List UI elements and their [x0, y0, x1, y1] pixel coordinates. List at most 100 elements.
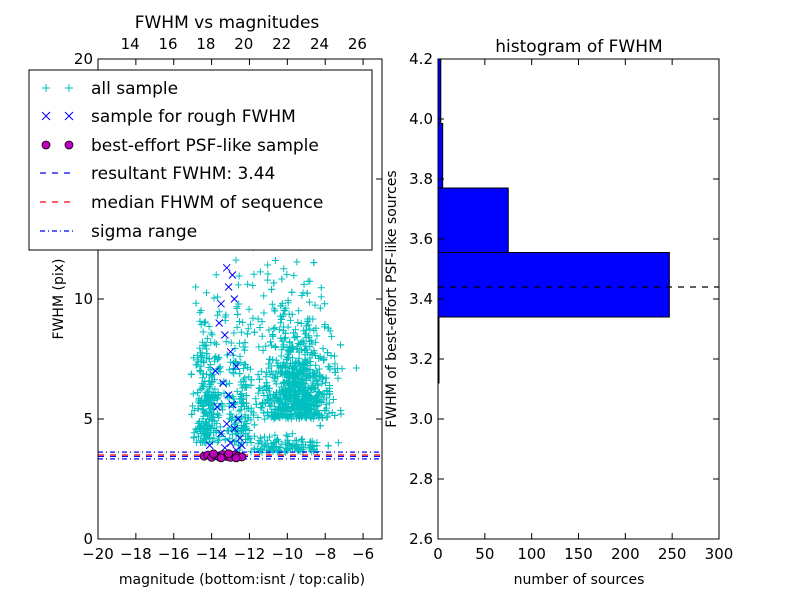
point-all-sample: [272, 380, 280, 388]
y-tick-label: 0: [83, 530, 93, 548]
point-all-sample: [304, 394, 312, 402]
y-tick-label: 3.2: [409, 350, 433, 368]
point-rough-fwhm: [228, 271, 237, 279]
point-all-sample: [312, 376, 320, 384]
point-all-sample: [255, 437, 263, 445]
top-x-tick-label: 20: [234, 35, 253, 53]
point-all-sample: [208, 331, 216, 339]
point-all-sample: [239, 399, 247, 407]
point-all-sample: [281, 329, 289, 337]
point-all-sample: [237, 406, 245, 414]
point-all-sample: [247, 376, 255, 384]
top-x-tick-label: 26: [348, 35, 367, 53]
point-all-sample: [298, 443, 306, 451]
point-all-sample: [280, 335, 288, 343]
y-tick-label: 3.6: [409, 230, 433, 248]
histogram-bar: [438, 123, 444, 189]
y-tick-label: 3.8: [409, 170, 433, 188]
point-all-sample: [303, 345, 311, 353]
point-all-sample: [262, 342, 270, 350]
point-all-sample: [284, 396, 292, 404]
left-x-axis-label: magnitude (bottom:isnt / top:calib): [119, 572, 365, 588]
point-all-sample: [231, 427, 239, 435]
point-all-sample: [239, 318, 247, 326]
point-all-sample: [286, 316, 294, 324]
x-tick-label: −18: [120, 545, 152, 563]
point-all-sample: [317, 284, 325, 292]
point-all-sample: [214, 293, 222, 301]
point-all-sample: [268, 285, 276, 293]
point-all-sample: [262, 373, 270, 381]
point-all-sample: [250, 421, 258, 429]
point-all-sample: [192, 299, 200, 307]
point-all-sample: [254, 315, 262, 323]
point-all-sample: [315, 371, 323, 379]
point-all-sample: [202, 389, 210, 397]
point-rough-fwhm: [230, 424, 239, 433]
left-y-axis-label: FWHM (pix): [51, 259, 67, 340]
right-axis-ticks: 0 50 100 150 200 250 300 2.6 2.8 3.0 3.2 3.4 3.6 3.8 4…: [409, 50, 733, 563]
point-all-sample: [229, 351, 237, 359]
point-rough-fwhm: [217, 429, 225, 438]
point-all-sample: [206, 404, 214, 412]
point-all-sample: [306, 362, 314, 370]
point-all-sample: [200, 319, 208, 327]
point-all-sample: [239, 396, 247, 404]
point-all-sample: [197, 307, 205, 315]
point-all-sample: [309, 445, 317, 453]
point-all-sample: [316, 304, 324, 312]
point-all-sample: [196, 367, 204, 375]
point-all-sample: [236, 370, 244, 378]
point-all-sample: [203, 350, 211, 358]
point-all-sample: [252, 400, 260, 408]
y-tick-label: 3.4: [409, 290, 433, 308]
series-psf-like: [199, 449, 247, 463]
point-all-sample: [278, 275, 286, 283]
point-all-sample: [215, 308, 223, 316]
point-all-sample: [297, 381, 305, 389]
point-all-sample: [232, 256, 240, 264]
x-tick-label: −10: [272, 545, 304, 563]
point-all-sample: [267, 362, 275, 370]
point-all-sample: [293, 410, 301, 418]
y-tick-label: 2.8: [409, 470, 433, 488]
point-all-sample: [319, 345, 327, 353]
point-all-sample: [271, 307, 279, 315]
point-all-sample: [199, 370, 207, 378]
point-all-sample: [270, 279, 278, 287]
point-all-sample: [207, 329, 215, 337]
legend-label-resultant: resultant FWHM: 3.44: [91, 164, 275, 184]
point-all-sample: [280, 265, 288, 273]
point-all-sample: [258, 318, 266, 326]
point-all-sample: [317, 293, 325, 301]
point-all-sample: [289, 371, 297, 379]
point-all-sample: [256, 323, 264, 331]
point-all-sample: [302, 358, 310, 366]
point-all-sample: [303, 317, 311, 325]
legend-marker-psf-sample: [41, 140, 74, 150]
y-tick-label: 3.0: [409, 410, 433, 428]
point-rough-fwhm: [226, 439, 235, 447]
point-all-sample: [288, 430, 296, 438]
point-all-sample: [331, 360, 339, 368]
point-all-sample: [278, 440, 286, 448]
point-all-sample: [247, 448, 255, 456]
point-all-sample: [325, 399, 333, 407]
point-all-sample: [195, 398, 203, 406]
point-all-sample: [296, 380, 304, 388]
point-all-sample: [286, 386, 294, 394]
point-all-sample: [327, 352, 335, 360]
x-tick-label: −8: [314, 545, 336, 563]
point-all-sample: [232, 358, 240, 366]
point-all-sample: [290, 329, 298, 337]
point-all-sample: [285, 354, 293, 362]
point-all-sample: [277, 319, 285, 327]
point-all-sample: [271, 256, 279, 264]
point-all-sample: [265, 411, 273, 419]
point-all-sample: [275, 413, 283, 421]
point-all-sample: [254, 389, 262, 397]
left-axis-ticks: −20−18−16−14−12−10−8−6051015201416182022…: [74, 35, 382, 563]
point-all-sample: [233, 387, 241, 395]
point-all-sample: [302, 441, 310, 449]
